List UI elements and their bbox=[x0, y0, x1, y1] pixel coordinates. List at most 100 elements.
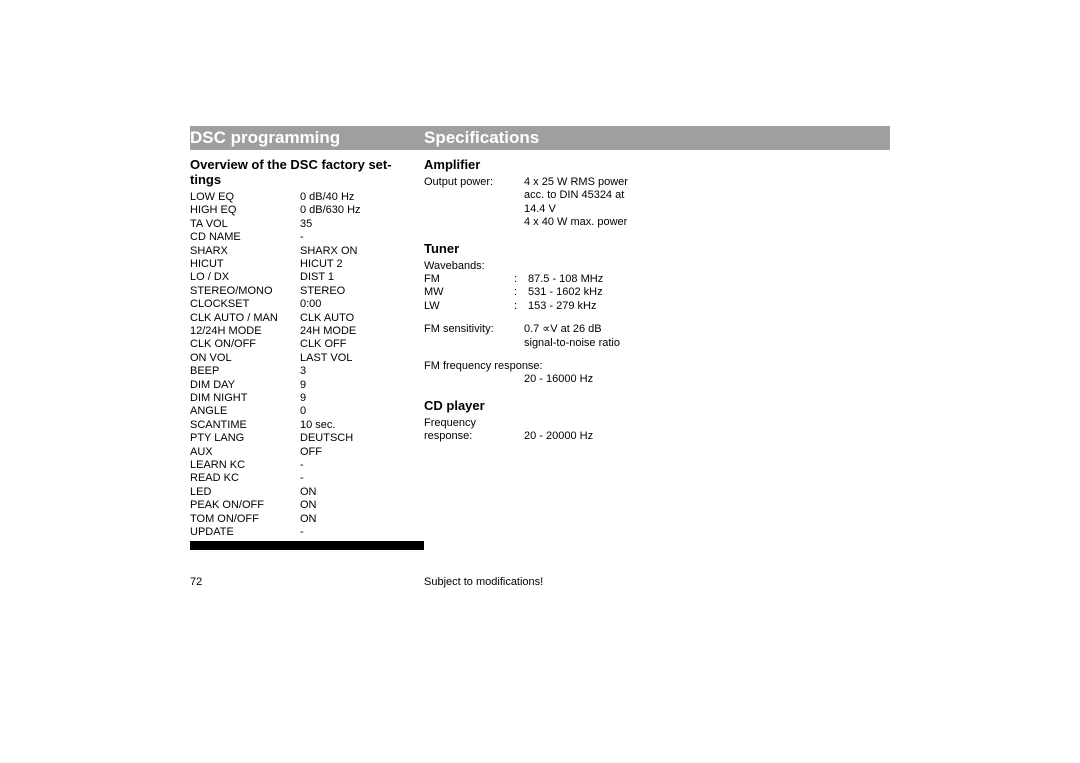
sensitivity-label: FM sensitivity: bbox=[424, 323, 524, 336]
dsc-row: CLK ON/OFFCLK OFF bbox=[190, 338, 424, 351]
dsc-row-label: ANGLE bbox=[190, 405, 300, 418]
dsc-overview-heading: Overview of the DSC factory set- tings bbox=[190, 158, 424, 188]
dsc-row-value: - bbox=[300, 526, 424, 539]
dsc-row-value: - bbox=[300, 231, 424, 244]
dsc-row: AUXOFF bbox=[190, 446, 424, 459]
cd-label: Frequency bbox=[424, 417, 524, 430]
band-label: FM bbox=[424, 273, 514, 286]
dsc-row-label: CD NAME bbox=[190, 231, 300, 244]
dsc-row-label: LED bbox=[190, 486, 300, 499]
cd-list: Frequencyresponse:20 - 20000 Hz bbox=[424, 417, 890, 444]
dsc-row-value: 10 sec. bbox=[300, 419, 424, 432]
dsc-row-label: TA VOL bbox=[190, 218, 300, 231]
dsc-row-value: 35 bbox=[300, 218, 424, 231]
amp-value: 14.4 V bbox=[524, 203, 890, 216]
dsc-row-label: CLK ON/OFF bbox=[190, 338, 300, 351]
dsc-row: DIM DAY9 bbox=[190, 379, 424, 392]
dsc-row: READ KC- bbox=[190, 472, 424, 485]
dsc-row: LO / DXDIST 1 bbox=[190, 271, 424, 284]
dsc-row-value: OFF bbox=[300, 446, 424, 459]
band-colon: : bbox=[514, 273, 528, 286]
tuner-bands-list: FM:87.5 - 108 MHzMW:531 - 1602 kHzLW:153… bbox=[424, 273, 890, 313]
footer-note: Subject to modifications! bbox=[424, 576, 890, 588]
dsc-row: HIGH EQ0 dB/630 Hz bbox=[190, 204, 424, 217]
dsc-row-value: ON bbox=[300, 499, 424, 512]
dsc-row: CLOCKSET0:00 bbox=[190, 298, 424, 311]
amp-value: 4 x 40 W max. power bbox=[524, 216, 890, 229]
dsc-row: CD NAME- bbox=[190, 231, 424, 244]
fm-freq-label: FM frequency response: bbox=[424, 360, 543, 373]
dsc-row-value: ON bbox=[300, 513, 424, 526]
band-colon: : bbox=[514, 286, 528, 299]
dsc-settings-list: LOW EQ0 dB/40 HzHIGH EQ0 dB/630 HzTA VOL… bbox=[190, 191, 424, 540]
sensitivity-row: signal-to-noise ratio bbox=[424, 337, 890, 350]
amp-row: 14.4 V bbox=[424, 203, 890, 216]
dsc-row-label: PEAK ON/OFF bbox=[190, 499, 300, 512]
heading-line1: Overview of the DSC factory set- bbox=[190, 157, 392, 172]
cd-row: Frequency bbox=[424, 417, 890, 430]
tuner-band-row: LW:153 - 279 kHz bbox=[424, 300, 890, 313]
dsc-row: TA VOL35 bbox=[190, 218, 424, 231]
dsc-row-label: STEREO/MONO bbox=[190, 285, 300, 298]
dsc-row-label: SHARX bbox=[190, 245, 300, 258]
tuner-heading: Tuner bbox=[424, 242, 890, 257]
dsc-row-label: TOM ON/OFF bbox=[190, 513, 300, 526]
dsc-row-value: 9 bbox=[300, 392, 424, 405]
dsc-row-value: CLK OFF bbox=[300, 338, 424, 351]
header-right: Specifications bbox=[424, 126, 890, 150]
dsc-row-value: 0 bbox=[300, 405, 424, 418]
tuner-band-row: FM:87.5 - 108 MHz bbox=[424, 273, 890, 286]
dsc-row: ON VOLLAST VOL bbox=[190, 352, 424, 365]
dsc-row: STEREO/MONOSTEREO bbox=[190, 285, 424, 298]
amplifier-list: Output power:4 x 25 W RMS poweracc. to D… bbox=[424, 176, 890, 230]
tuner-band-row: MW:531 - 1602 kHz bbox=[424, 286, 890, 299]
band-value: 531 - 1602 kHz bbox=[528, 286, 890, 299]
amplifier-heading: Amplifier bbox=[424, 158, 890, 173]
dsc-row-label: PTY LANG bbox=[190, 432, 300, 445]
dsc-row-value: 0:00 bbox=[300, 298, 424, 311]
amp-label bbox=[424, 216, 524, 229]
dsc-row: ANGLE0 bbox=[190, 405, 424, 418]
dsc-row: HICUTHICUT 2 bbox=[190, 258, 424, 271]
cd-row: response:20 - 20000 Hz bbox=[424, 430, 890, 443]
dsc-row-label: HICUT bbox=[190, 258, 300, 271]
dsc-row-value: 9 bbox=[300, 379, 424, 392]
dsc-row-label: BEEP bbox=[190, 365, 300, 378]
dsc-row: SHARXSHARX ON bbox=[190, 245, 424, 258]
dsc-row-value: - bbox=[300, 472, 424, 485]
left-column: Overview of the DSC factory set- tings L… bbox=[190, 156, 424, 550]
amp-label bbox=[424, 203, 524, 216]
dsc-row-label: LOW EQ bbox=[190, 191, 300, 204]
dsc-row-value: STEREO bbox=[300, 285, 424, 298]
dsc-row-value: ON bbox=[300, 486, 424, 499]
dsc-row: LEDON bbox=[190, 486, 424, 499]
dsc-row-label: HIGH EQ bbox=[190, 204, 300, 217]
dsc-row-value: SHARX ON bbox=[300, 245, 424, 258]
dsc-row: PTY LANGDEUTSCH bbox=[190, 432, 424, 445]
sensitivity-value: signal-to-noise ratio bbox=[524, 337, 890, 350]
band-label: LW bbox=[424, 300, 514, 313]
band-value: 153 - 279 kHz bbox=[528, 300, 890, 313]
dsc-row: TOM ON/OFFON bbox=[190, 513, 424, 526]
dsc-row-value: HICUT 2 bbox=[300, 258, 424, 271]
footer: 72 Subject to modifications! bbox=[190, 576, 890, 588]
fm-freq-label-row: FM frequency response: bbox=[424, 360, 890, 373]
dsc-row: LEARN KC- bbox=[190, 459, 424, 472]
dsc-row-value: - bbox=[300, 459, 424, 472]
dsc-row-value: 0 dB/630 Hz bbox=[300, 204, 424, 217]
dsc-row-label: AUX bbox=[190, 446, 300, 459]
dsc-row: SCANTIME10 sec. bbox=[190, 419, 424, 432]
dsc-row-value: DEUTSCH bbox=[300, 432, 424, 445]
sensitivity-row: FM sensitivity:0.7 ∝V at 26 dB bbox=[424, 323, 890, 336]
dsc-row-value: CLK AUTO bbox=[300, 312, 424, 325]
dsc-row-label: UPDATE bbox=[190, 526, 300, 539]
fm-freq-value: 20 - 16000 Hz bbox=[524, 373, 890, 386]
dsc-row-value: LAST VOL bbox=[300, 352, 424, 365]
amp-label: Output power: bbox=[424, 176, 524, 189]
amp-row: 4 x 40 W max. power bbox=[424, 216, 890, 229]
dsc-row-label: ON VOL bbox=[190, 352, 300, 365]
dsc-row-value: 24H MODE bbox=[300, 325, 424, 338]
dsc-row-label: DIM DAY bbox=[190, 379, 300, 392]
dsc-row: UPDATE- bbox=[190, 526, 424, 539]
band-label: MW bbox=[424, 286, 514, 299]
